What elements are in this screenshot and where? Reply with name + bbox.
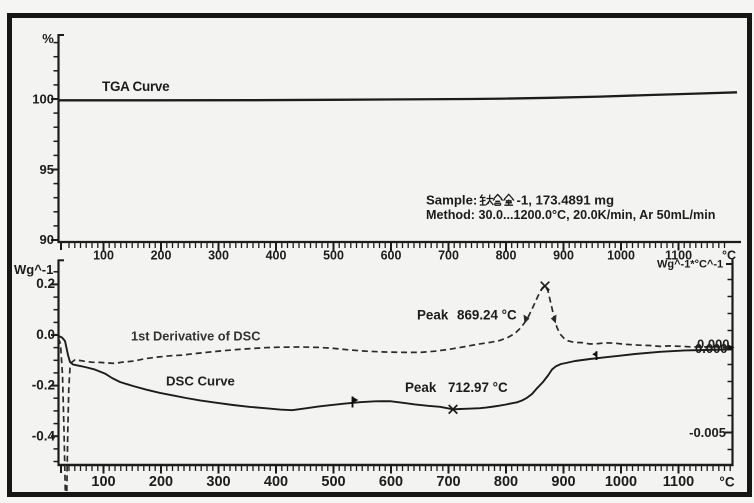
svg-text:Peak: Peak: [405, 380, 437, 395]
svg-text:400: 400: [264, 474, 288, 490]
svg-text:0.000: 0.000: [697, 337, 730, 352]
svg-text:90: 90: [40, 232, 54, 247]
svg-text:0.000: 0.000: [695, 341, 728, 356]
svg-text:TGA Curve: TGA Curve: [102, 79, 170, 94]
svg-text:0.2: 0.2: [36, 276, 55, 291]
svg-text:-1, 173.4891 mg: -1, 173.4891 mg: [517, 193, 615, 208]
svg-text:°C: °C: [722, 249, 736, 263]
svg-text:°C: °C: [719, 475, 734, 490]
svg-text:100: 100: [91, 474, 115, 490]
svg-text:712.97 °C: 712.97 °C: [448, 380, 508, 395]
svg-text:Sample:: Sample:: [426, 193, 477, 208]
svg-text:100: 100: [32, 92, 54, 107]
svg-text:300: 300: [206, 474, 230, 490]
svg-text:1000: 1000: [607, 249, 635, 263]
svg-text:200: 200: [151, 249, 172, 263]
svg-text:869.24 °C: 869.24 °C: [457, 308, 517, 323]
svg-text:800: 800: [496, 249, 517, 263]
svg-text:500: 500: [323, 249, 344, 263]
svg-text:Wg^-1*°C^-1: Wg^-1*°C^-1: [657, 259, 723, 271]
svg-text:-0.4: -0.4: [32, 428, 56, 443]
svg-text:1st Derivative of DSC: 1st Derivative of DSC: [131, 329, 260, 344]
svg-text:%: %: [42, 31, 54, 46]
svg-text:1100: 1100: [665, 249, 692, 263]
svg-text:900: 900: [551, 474, 575, 490]
svg-text:100: 100: [93, 249, 114, 263]
svg-text:DSC Curve: DSC Curve: [166, 374, 235, 389]
svg-text:700: 700: [438, 249, 459, 263]
svg-text:900: 900: [553, 249, 574, 263]
svg-text:500: 500: [321, 474, 345, 490]
svg-text:Method: 30.0...1200.0°C, 20.0K: Method: 30.0...1200.0°C, 20.0K/min, Ar 5…: [426, 208, 715, 222]
svg-text:1000: 1000: [605, 474, 637, 490]
svg-text:-0.2: -0.2: [32, 377, 55, 392]
svg-text:95: 95: [40, 162, 54, 177]
svg-text:1100: 1100: [663, 474, 694, 490]
svg-text:-0.005: -0.005: [689, 425, 726, 440]
svg-text:Wg^-1: Wg^-1: [14, 262, 53, 277]
svg-text:300: 300: [208, 249, 229, 263]
svg-text:600: 600: [379, 474, 403, 490]
svg-text:400: 400: [266, 249, 287, 263]
svg-text:Peak: Peak: [417, 308, 449, 323]
svg-text:0.0: 0.0: [36, 327, 55, 342]
svg-text:700: 700: [436, 474, 460, 490]
svg-text:600: 600: [381, 249, 402, 263]
svg-text:200: 200: [149, 474, 173, 490]
svg-text:800: 800: [494, 474, 518, 490]
